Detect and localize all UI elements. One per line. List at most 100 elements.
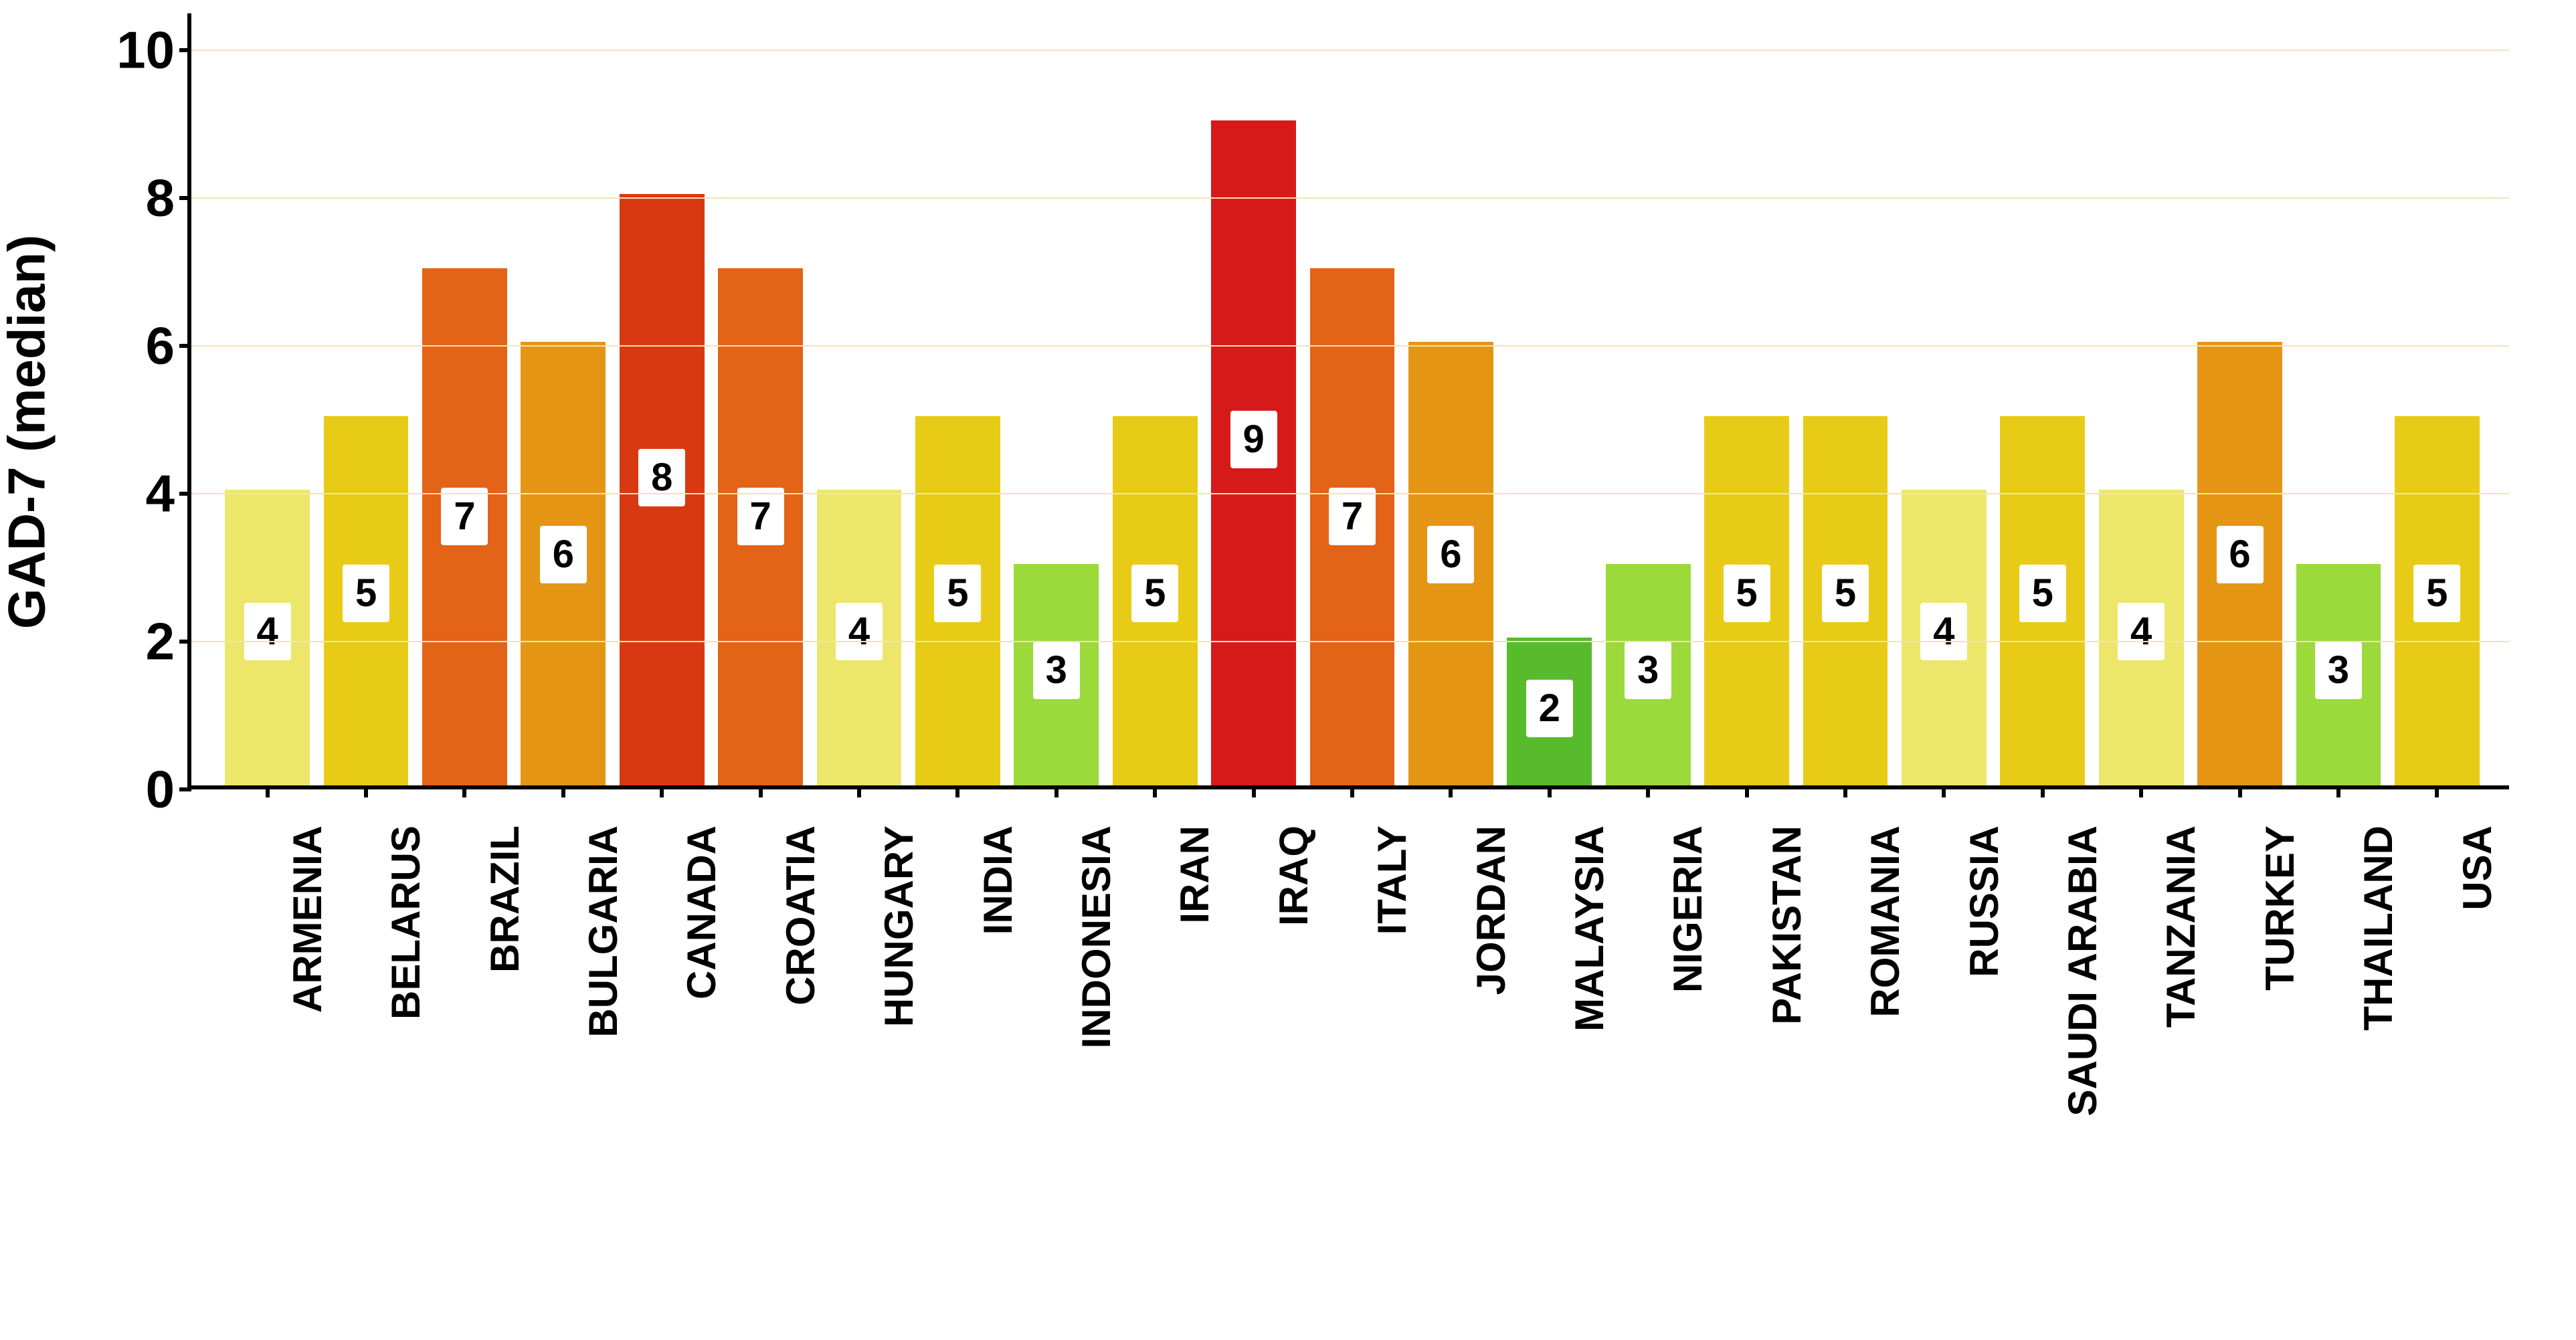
bars-container: 45768745359762355454635 — [191, 13, 2509, 785]
bar-value-label: 5 — [2019, 565, 2066, 622]
x-tick-mark — [561, 785, 565, 797]
x-tick-mark — [1548, 785, 1552, 797]
y-axis-label: GAD-7 (median) — [0, 44, 58, 820]
x-axis-label: THAILAND — [2355, 805, 2401, 1031]
x-axis-label: ITALY — [1369, 805, 1415, 935]
bar-value-label: 4 — [244, 603, 291, 660]
bar: 5 — [915, 416, 1000, 785]
bar: 3 — [1014, 564, 1099, 785]
bar: 6 — [2197, 342, 2282, 785]
x-axis-label: MALAYSIA — [1566, 805, 1613, 1032]
x-tick-mark — [1153, 785, 1157, 797]
bar: 4 — [2099, 490, 2184, 785]
bar-value-label: 6 — [1427, 526, 1474, 583]
bar-value-label: 5 — [1724, 565, 1770, 622]
x-tick-mark — [1252, 785, 1256, 797]
x-axis-label: JORDAN — [1468, 805, 1514, 995]
x-tick-mark — [2336, 785, 2340, 797]
bar-value-label: 4 — [1920, 603, 1967, 660]
x-axis-label: ARMENIA — [284, 805, 331, 1013]
bar: 5 — [1704, 416, 1789, 785]
bar: 5 — [2395, 416, 2480, 785]
bar: 3 — [1606, 564, 1691, 785]
bar-value-label: 5 — [1822, 565, 1869, 622]
bar: 5 — [1113, 416, 1198, 785]
x-axis-label: USA — [2454, 805, 2500, 911]
x-axis-label: IRAQ — [1271, 805, 1317, 926]
bar-value-label: 4 — [836, 603, 883, 660]
bar: 4 — [225, 490, 310, 785]
x-axis-label: BELARUS — [383, 805, 429, 1020]
x-axis-label: INDONESIA — [1073, 805, 1119, 1048]
x-tick-mark — [2139, 785, 2143, 797]
x-tick-mark — [1350, 785, 1354, 797]
y-tick-label: 2 — [146, 611, 191, 672]
bar: 6 — [521, 342, 606, 785]
bar: 5 — [1803, 416, 1888, 785]
bar-value-label: 3 — [1625, 642, 1671, 699]
x-tick-mark — [660, 785, 664, 797]
bar-value-label: 9 — [1230, 411, 1277, 468]
bar: 2 — [1507, 638, 1592, 785]
bar-value-label: 5 — [934, 565, 981, 622]
gridline — [191, 493, 2509, 494]
x-axis-label: INDIA — [975, 805, 1021, 935]
x-axis-label: BULGARIA — [580, 805, 626, 1038]
bar: 9 — [1211, 120, 1296, 785]
bar: 6 — [1408, 342, 1493, 785]
gad7-bar-chart: GAD-7 (median) 45768745359762355454635 0… — [0, 0, 2576, 1340]
x-tick-mark — [1745, 785, 1749, 797]
x-axis-label: SAUDI ARABIA — [2059, 805, 2106, 1116]
x-axis-label: ROMANIA — [1862, 805, 1908, 1018]
x-tick-mark — [364, 785, 368, 797]
plot-area: 45768745359762355454635 0246810ARMENIABE… — [187, 13, 2509, 789]
bar-value-label: 8 — [638, 449, 685, 506]
bar: 5 — [324, 416, 409, 785]
gridline — [191, 641, 2509, 642]
gridline — [191, 197, 2509, 199]
bar-value-label: 7 — [737, 488, 784, 545]
bar-value-label: 3 — [1033, 642, 1080, 699]
x-axis-label: PAKISTAN — [1764, 805, 1810, 1025]
bar: 4 — [817, 490, 902, 785]
bar-value-label: 2 — [1526, 680, 1573, 737]
x-axis-label: HUNGARY — [876, 805, 922, 1027]
x-tick-mark — [266, 785, 270, 797]
bar-value-label: 3 — [2315, 642, 2362, 699]
x-tick-mark — [2041, 785, 2045, 797]
bar-value-label: 7 — [441, 488, 488, 545]
x-axis-label: RUSSIA — [1961, 805, 2007, 977]
x-tick-mark — [1449, 785, 1453, 797]
x-axis-label: IRAN — [1172, 805, 1218, 924]
bar: 3 — [2296, 564, 2381, 785]
gridline — [191, 345, 2509, 347]
x-tick-mark — [1843, 785, 1847, 797]
x-tick-mark — [462, 785, 466, 797]
bar-value-label: 5 — [343, 565, 389, 622]
bar-value-label: 6 — [2217, 526, 2264, 583]
x-axis-label: CANADA — [678, 805, 725, 999]
x-axis-label: CROATIA — [777, 805, 824, 1006]
x-tick-mark — [955, 785, 959, 797]
x-tick-mark — [759, 785, 763, 797]
gridline — [191, 50, 2509, 51]
bar: 5 — [2000, 416, 2085, 785]
y-tick-label: 8 — [146, 168, 191, 229]
x-axis-label: TANZANIA — [2158, 805, 2204, 1028]
x-tick-mark — [2238, 785, 2242, 797]
y-tick-label: 10 — [116, 20, 191, 81]
x-axis-label: TURKEY — [2257, 805, 2303, 991]
bar-value-label: 7 — [1329, 488, 1376, 545]
x-tick-mark — [1646, 785, 1650, 797]
y-tick-label: 4 — [146, 464, 191, 524]
x-axis-label: NIGERIA — [1665, 805, 1711, 993]
bar-value-label: 5 — [1131, 565, 1178, 622]
x-tick-mark — [1942, 785, 1946, 797]
y-tick-label: 0 — [146, 759, 191, 820]
bar-value-label: 4 — [2118, 603, 2165, 660]
bar-value-label: 5 — [2413, 565, 2460, 622]
x-axis-label: BRAZIL — [482, 805, 528, 973]
x-tick-mark — [2435, 785, 2439, 797]
x-tick-mark — [857, 785, 861, 797]
bar: 4 — [1902, 490, 1987, 785]
